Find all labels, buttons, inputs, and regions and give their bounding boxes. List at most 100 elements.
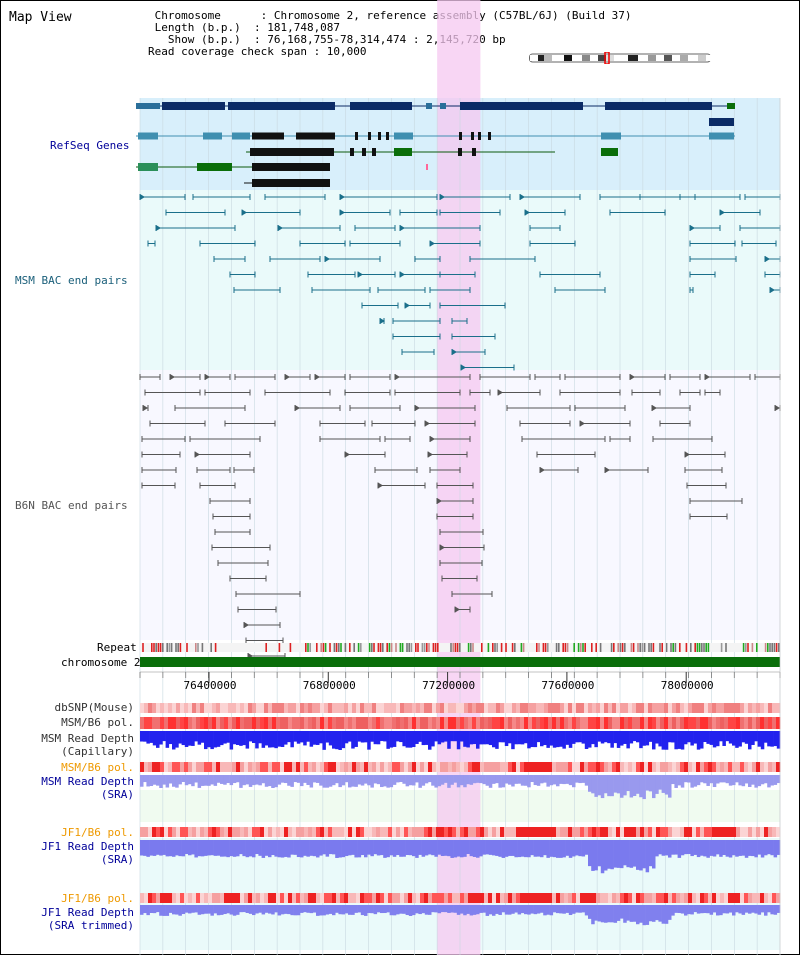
- repeat-mark: [705, 643, 707, 652]
- jf1-pol-strip-cell: [504, 827, 509, 837]
- gene-exon[interactable]: [228, 102, 335, 110]
- gene-exon-thin[interactable]: [459, 132, 462, 140]
- jf1-depth-trim-bar: [405, 905, 410, 916]
- jf1-depth-sra-bar: [348, 840, 352, 856]
- msm-depth-sra-bar: [572, 775, 576, 788]
- msm-pol2-strip-cell: [172, 762, 177, 772]
- gene-exon-thin[interactable]: [458, 148, 462, 156]
- gene-exon[interactable]: [203, 132, 222, 140]
- msm-depth-sra-bar: [376, 775, 381, 785]
- jf1-pol-strip-cell: [344, 827, 349, 837]
- gene-exon[interactable]: [460, 102, 583, 110]
- msm-pol-strip-cell: [340, 717, 345, 729]
- dbsnp-strip-cell: [420, 703, 425, 713]
- gene-exon-thin[interactable]: [368, 132, 371, 140]
- gene-exon[interactable]: [138, 132, 158, 140]
- jf1-pol2-strip-cell: [624, 893, 629, 903]
- jf1-depth-sra-bar: [648, 840, 653, 867]
- gene-exon-thin[interactable]: [472, 148, 476, 156]
- msm-depth-cap-bar: [578, 731, 582, 743]
- highlight-region[interactable]: [437, 0, 481, 955]
- jf1-pol-strip-cell: [612, 827, 617, 837]
- gene-exon-pink[interactable]: [426, 164, 428, 170]
- dbsnp-strip-cell: [660, 703, 665, 713]
- jf1-pol2-strip-cell: [608, 893, 613, 903]
- jf1-depth-sra-bar: [405, 840, 410, 856]
- dbsnp-strip-cell: [352, 703, 357, 713]
- msm-depth-cap-bar: [181, 731, 186, 746]
- b6n-bac-label[interactable]: B6N BAC end pairs: [15, 499, 128, 512]
- jf1-pol2-strip-cell: [392, 893, 397, 903]
- gene-exon[interactable]: [252, 132, 284, 140]
- gene-exon-small[interactable]: [136, 103, 160, 109]
- msm-depth-sra-bar: [360, 775, 365, 786]
- gene-exon-thin[interactable]: [478, 132, 481, 140]
- gene-exon[interactable]: [709, 132, 734, 140]
- chromosome-bar[interactable]: [140, 657, 780, 667]
- jf1-depth-sra-bar: [594, 840, 598, 871]
- gene-exon-thin[interactable]: [350, 148, 354, 156]
- jf1-depth-sra-bar: [338, 840, 342, 858]
- msm-depth-cap-bar: [655, 731, 659, 744]
- msm-pol-strip-cell: [572, 717, 577, 729]
- gene-exon[interactable]: [601, 132, 621, 140]
- refseq-genes-label[interactable]: RefSeq Genes: [50, 139, 130, 152]
- jf1-pol2-strip-cell: [576, 893, 581, 903]
- gene-exon-thin[interactable]: [362, 148, 366, 156]
- repeat-mark: [379, 643, 382, 652]
- gene-exon[interactable]: [252, 179, 330, 187]
- msm-depth-sra-bar: [277, 775, 282, 785]
- gene-exon[interactable]: [162, 102, 225, 110]
- gene-exon[interactable]: [394, 132, 413, 140]
- msm-depth-sra-bar: [319, 775, 323, 786]
- dbsnp-strip-cell: [652, 703, 657, 713]
- gene-exon[interactable]: [296, 132, 335, 140]
- gene-exon[interactable]: [232, 132, 250, 140]
- jf1-pol2-strip-cell: [676, 893, 681, 903]
- msm-pol2-strip-cell: [260, 762, 265, 772]
- msm-depth-sra-bar: [728, 775, 733, 786]
- gene-exon[interactable]: [252, 163, 330, 171]
- msm-depth-sra-bar: [354, 775, 358, 787]
- gene-exon-thin[interactable]: [355, 132, 358, 140]
- jf1-pol-strip-cell: [364, 827, 369, 837]
- gene-exon-small[interactable]: [426, 103, 432, 109]
- chromosome-ideogram[interactable]: [529, 52, 711, 64]
- jf1-depth-trim-bar: [469, 905, 474, 916]
- repeat-mark: [157, 643, 160, 652]
- gene-exon-thin[interactable]: [372, 148, 376, 156]
- gene-exon-small[interactable]: [440, 103, 446, 109]
- msm-depth-sra-bar: [255, 775, 259, 785]
- jf1-depth-sra-bar: [735, 840, 739, 857]
- gene-exon-thin[interactable]: [488, 132, 491, 140]
- gene-exon[interactable]: [709, 118, 734, 126]
- jf1-pol-strip-cell: [584, 827, 589, 837]
- repeat-mark: [577, 643, 580, 652]
- gene-exon[interactable]: [394, 148, 412, 156]
- gene-exon-thin[interactable]: [386, 132, 389, 140]
- gene-exon-thin[interactable]: [471, 132, 474, 140]
- gene-exon[interactable]: [197, 163, 232, 171]
- gene-exon[interactable]: [601, 148, 618, 156]
- msm-pol-strip-cell: [332, 717, 337, 729]
- gene-exon[interactable]: [138, 163, 158, 171]
- msm-bac-label[interactable]: MSM BAC end pairs: [15, 274, 128, 287]
- jf1-pol2-strip-cell: [356, 893, 361, 903]
- msm-pol-strip-cell: [392, 717, 397, 729]
- gene-exon-thin[interactable]: [378, 132, 381, 140]
- gene-exon[interactable]: [350, 102, 412, 110]
- gene-exon[interactable]: [250, 148, 334, 156]
- jf1-depth-trim-bar: [383, 905, 387, 914]
- msm-pol-strip-cell: [232, 717, 237, 729]
- jf1-pol2-strip-cell: [724, 893, 729, 903]
- jf1-depth-trim-bar: [434, 905, 438, 913]
- jf1-depth-sra-bar: [607, 840, 611, 869]
- jf1-depth-sra-bar: [328, 840, 333, 855]
- gene-exon-green[interactable]: [727, 103, 735, 109]
- jf1-depth-trim-bar: [543, 905, 547, 916]
- repeat-mark: [632, 643, 635, 652]
- gene-exon[interactable]: [605, 102, 712, 110]
- jf1-pol-strip-cell: [144, 827, 149, 837]
- msm-pol2-strip-cell: [168, 762, 173, 772]
